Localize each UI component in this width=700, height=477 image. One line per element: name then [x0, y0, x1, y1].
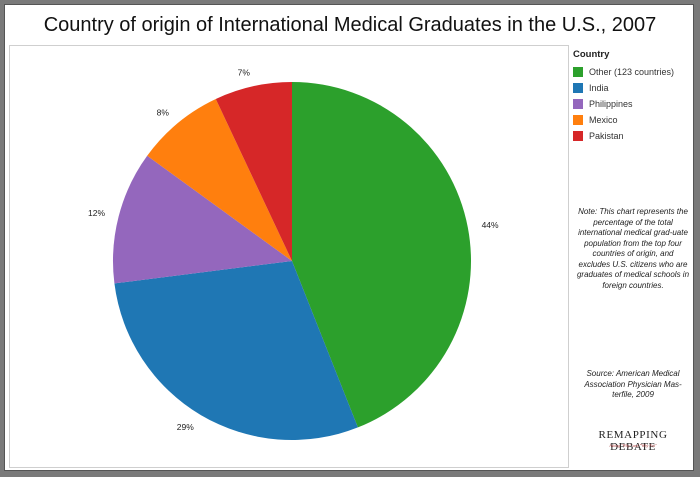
- brand-tagline: Asking "Why" and "Why Not": [609, 443, 657, 448]
- slice-label-mexico: 8%: [157, 107, 170, 117]
- chart-source: Source: American Medical Association Phy…: [584, 369, 682, 399]
- pie-chart: 44% 29% 12% 8% 7%: [88, 68, 499, 440]
- legend-label-pakistan: Pakistan: [589, 131, 624, 141]
- legend-item-mexico: Mexico: [573, 112, 691, 128]
- legend-swatch-pakistan: [573, 131, 583, 141]
- pie-slice-mexico: [147, 99, 292, 262]
- slice-label-india: 29%: [177, 422, 194, 432]
- chart-note: Note: This chart represents the percenta…: [576, 207, 690, 290]
- slice-label-other: 44%: [482, 220, 499, 230]
- legend: Country Other (123 countries) India Phil…: [573, 49, 691, 144]
- legend-label-other: Other (123 countries): [589, 67, 675, 77]
- legend-swatch-india: [573, 83, 583, 93]
- legend-swatch-mexico: [573, 115, 583, 125]
- legend-label-india: India: [589, 83, 609, 93]
- legend-item-india: India: [573, 80, 691, 96]
- slice-label-pakistan: 7%: [238, 68, 251, 78]
- legend-swatch-other: [573, 67, 583, 77]
- chart-title: Country of origin of International Medic…: [43, 14, 657, 36]
- brand-logo: REMAPPING DEBATE: [598, 429, 668, 453]
- pie-slice-philippines: [113, 155, 293, 284]
- legend-title: Country: [573, 49, 610, 60]
- legend-item-pakistan: Pakistan: [573, 128, 691, 144]
- slice-label-philippines: 12%: [88, 208, 105, 218]
- pie-slice-other: [292, 82, 471, 428]
- pie-slice-pakistan: [215, 82, 292, 261]
- legend-item-other: Other (123 countries): [573, 64, 691, 80]
- legend-label-mexico: Mexico: [589, 115, 618, 125]
- chart-frame: Country of origin of International Medic…: [4, 4, 694, 471]
- pie-slice-india: [114, 261, 358, 440]
- legend-item-philippines: Philippines: [573, 96, 691, 112]
- legend-label-philippines: Philippines: [589, 99, 633, 109]
- plot-area: 44% 29% 12% 8% 7%: [9, 45, 569, 468]
- legend-swatch-philippines: [573, 99, 583, 109]
